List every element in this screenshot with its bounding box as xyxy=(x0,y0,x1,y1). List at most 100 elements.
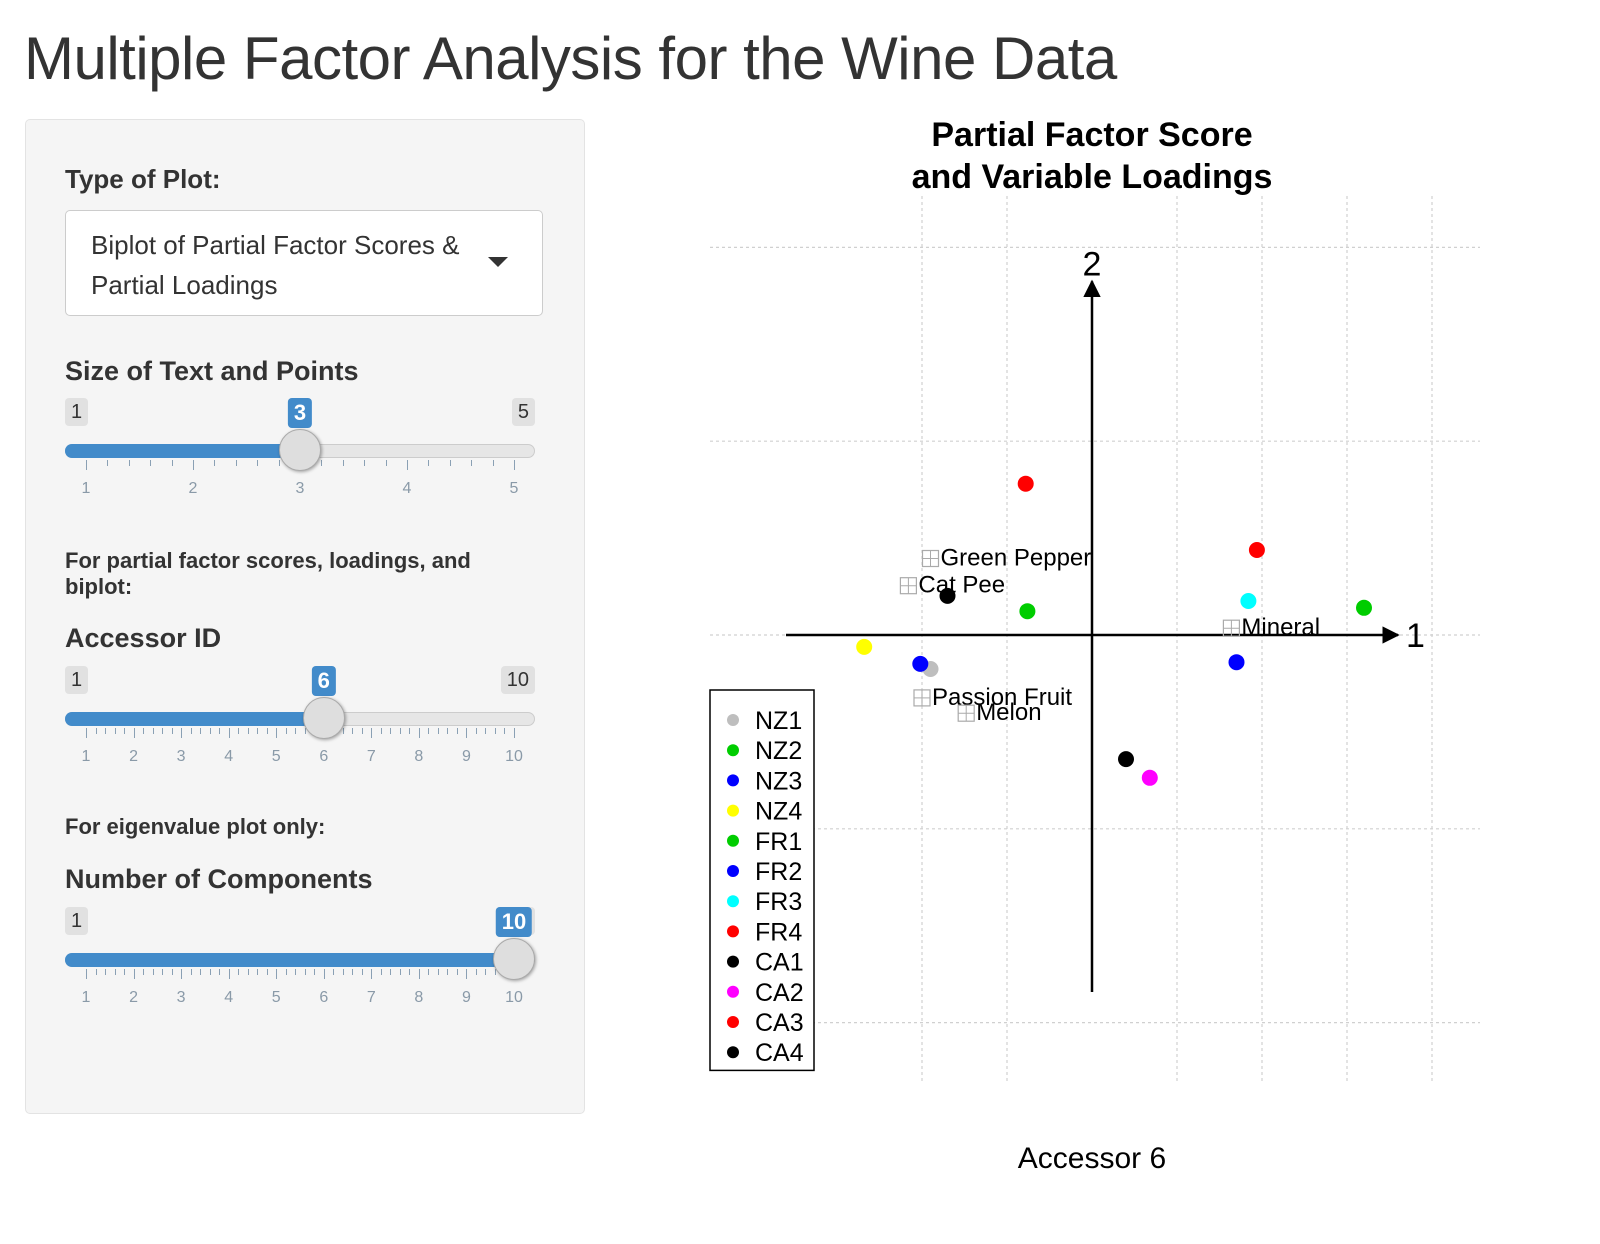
slider-value-badge: 6 xyxy=(311,666,336,696)
slider-tick xyxy=(475,969,477,975)
slider-tick xyxy=(285,728,287,734)
y-axis-number-label: 2 xyxy=(1083,245,1102,283)
slider-tick xyxy=(447,728,449,734)
slider-tick xyxy=(228,728,230,738)
slider-tick xyxy=(514,460,515,470)
slider-tick-label: 2 xyxy=(129,748,138,765)
slider-tick xyxy=(342,728,344,734)
slider-tick xyxy=(257,728,259,734)
legend-marker xyxy=(727,955,739,968)
slider-tick-label: 3 xyxy=(295,480,305,497)
slider-tick xyxy=(219,969,221,975)
slider-tick xyxy=(456,728,458,734)
slider-tick xyxy=(399,969,401,975)
x-axis-title: Accessor 6 xyxy=(1018,1142,1166,1175)
data-point xyxy=(1118,751,1134,768)
slider-tick xyxy=(390,969,392,975)
slider-tick xyxy=(193,460,194,470)
plot-type-label: Type of Plot: xyxy=(65,164,221,194)
slider-tick xyxy=(342,460,344,466)
slider-tick xyxy=(107,460,109,466)
legend-label: CA4 xyxy=(755,1039,804,1067)
slider-tick xyxy=(247,728,249,734)
legend-label: FR1 xyxy=(755,828,802,856)
slider-tick xyxy=(162,969,164,975)
slider-tick xyxy=(407,460,408,470)
legend-label: CA2 xyxy=(755,979,804,1007)
slider-tick xyxy=(278,460,280,466)
slider-tick xyxy=(364,460,366,466)
slider-tick xyxy=(437,969,439,975)
accessor-slider[interactable]: 1 10 1 2 3 4 5 6 7 8 9 10 6 xyxy=(65,666,545,786)
legend-marker xyxy=(727,834,739,847)
legend-marker xyxy=(727,985,739,998)
slider-tick xyxy=(124,728,126,734)
slider-tick xyxy=(466,728,468,738)
slider-tick xyxy=(447,969,449,975)
slider-tick xyxy=(209,969,211,975)
slider-fill xyxy=(65,444,300,458)
slider-tick xyxy=(504,728,506,734)
slider-tick xyxy=(409,728,411,734)
slider-handle[interactable] xyxy=(302,697,345,739)
slider-tick xyxy=(418,969,420,979)
data-point xyxy=(1019,603,1036,620)
slider-tick-label: 5 xyxy=(271,989,281,1006)
slider-tick xyxy=(133,728,135,738)
plot-type-select[interactable]: Biplot of Partial Factor Scores & Partia… xyxy=(65,210,543,316)
slider-tick xyxy=(86,728,87,738)
slider-tick xyxy=(428,969,430,975)
legend-label: FR3 xyxy=(755,888,802,916)
slider-handle[interactable] xyxy=(279,429,321,471)
slider-tick xyxy=(181,728,183,738)
slider-tick xyxy=(171,728,173,734)
loading-label: Mineral xyxy=(1241,614,1320,641)
slider-tick xyxy=(409,969,411,975)
slider-tick xyxy=(152,969,154,975)
slider-tick xyxy=(133,969,135,979)
slider-tick xyxy=(514,728,515,738)
data-point xyxy=(1017,475,1034,492)
slider-tick xyxy=(124,969,126,975)
slider-max-label: 10 xyxy=(500,666,535,694)
slider-tick xyxy=(352,728,354,734)
slider-tick xyxy=(238,728,240,734)
slider-tick xyxy=(321,460,323,466)
slider-tick xyxy=(304,969,306,975)
legend-label: FR2 xyxy=(755,858,802,886)
size-slider[interactable]: 1 5 1 2 3 4 5 3 xyxy=(65,398,545,518)
slider-tick-label: 2 xyxy=(188,480,198,497)
slider-tick xyxy=(323,969,325,979)
legend-label: CA3 xyxy=(755,1009,804,1037)
slider-tick-label: 1 xyxy=(81,989,91,1006)
slider-tick xyxy=(276,969,278,979)
partial-help-text: For partial factor scores, loadings, and… xyxy=(65,548,471,599)
slider-tick xyxy=(105,728,107,734)
slider-tick-label: 2 xyxy=(129,989,138,1006)
legend-label: FR4 xyxy=(755,918,802,946)
slider-min-label: 1 xyxy=(65,907,89,935)
loading-label: Passion Fruit xyxy=(932,684,1072,711)
slider-tick xyxy=(333,969,335,975)
slider-tick-label: 5 xyxy=(509,480,519,497)
slider-tick xyxy=(380,969,382,975)
components-slider[interactable]: 1101234567891010 xyxy=(65,907,545,1027)
data-point xyxy=(1356,599,1372,616)
slider-tick xyxy=(257,460,259,466)
slider-tick-label: 10 xyxy=(505,748,523,765)
slider-tick xyxy=(437,728,439,734)
legend-label: NZ1 xyxy=(755,707,802,735)
slider-handle[interactable] xyxy=(493,938,535,980)
slider-tick xyxy=(485,969,487,975)
legend-label: NZ3 xyxy=(755,767,802,795)
chart-title: and Variable Loadings xyxy=(912,158,1273,196)
slider-tick xyxy=(95,728,97,734)
slider-tick-label: 4 xyxy=(224,748,234,765)
slider-tick xyxy=(114,969,116,975)
legend-marker xyxy=(727,1016,739,1028)
slider-tick xyxy=(399,728,401,734)
slider-tick-label: 4 xyxy=(402,480,412,497)
slider-tick xyxy=(485,728,487,734)
plot-type-selected-value: Biplot of Partial Factor Scores & Partia… xyxy=(91,230,460,300)
slider-tick-label: 7 xyxy=(366,748,376,765)
